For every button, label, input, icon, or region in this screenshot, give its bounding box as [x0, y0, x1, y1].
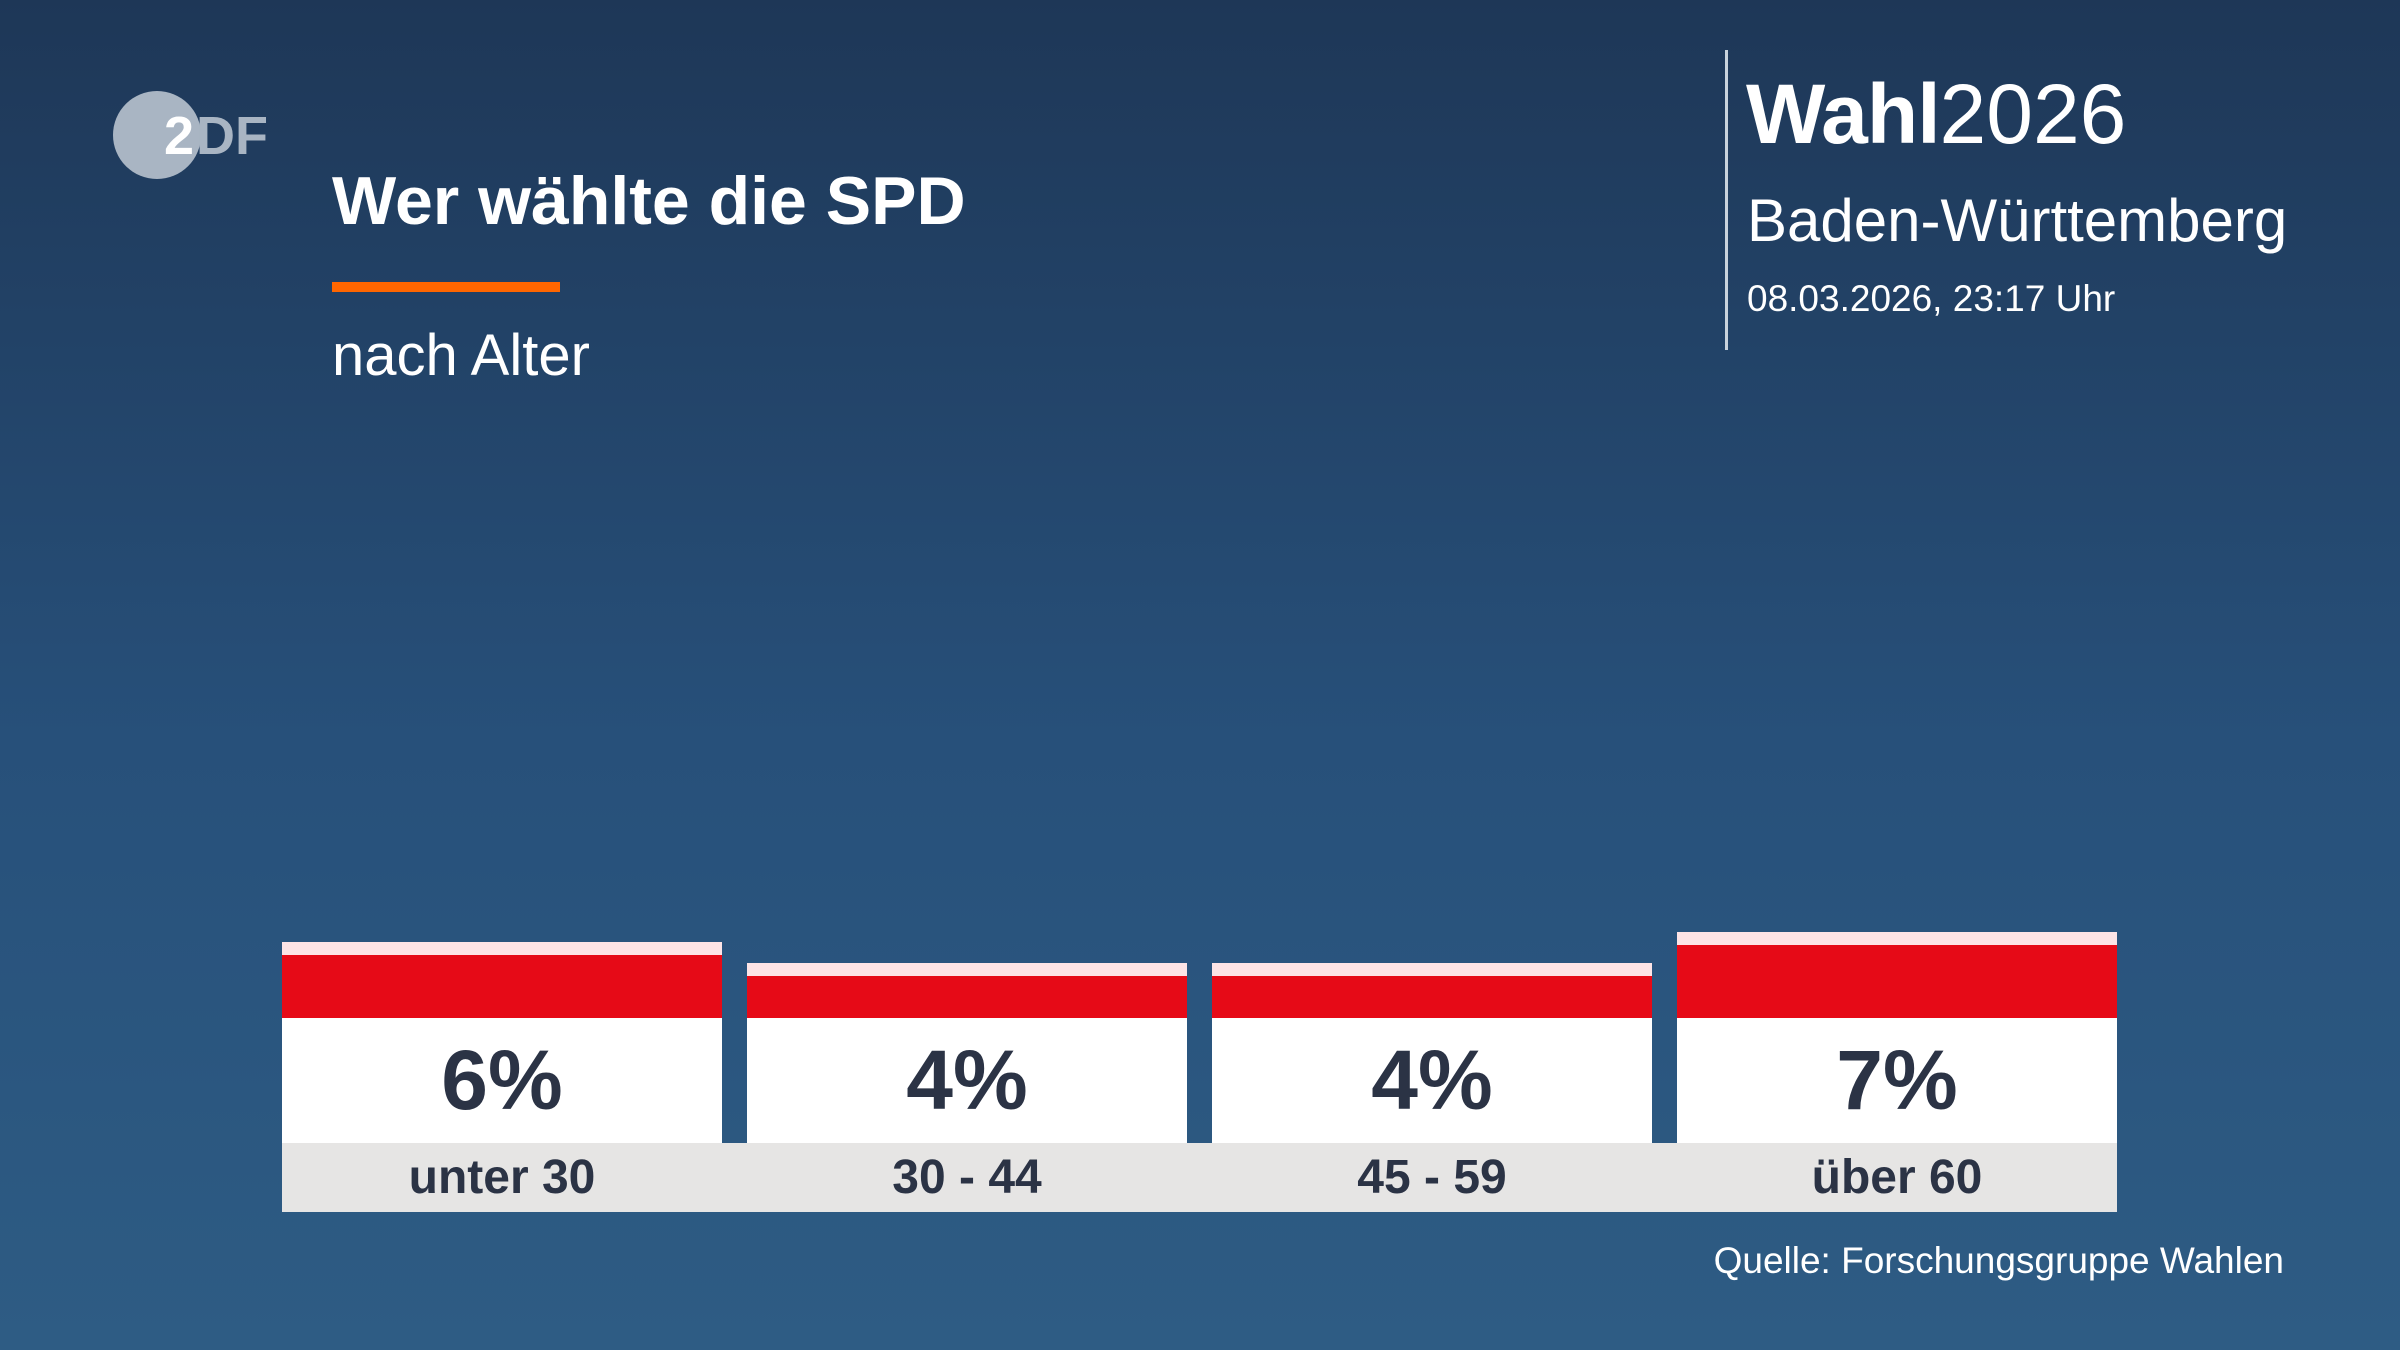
bar-fill — [747, 976, 1187, 1018]
election-brand: Wahl2026 — [1746, 72, 2126, 156]
bar-fill — [282, 955, 722, 1018]
brand-bold: Wahl — [1746, 67, 1941, 161]
bar-top-highlight — [1212, 963, 1652, 976]
header-divider — [1725, 50, 1728, 350]
svg-text:DF: DF — [196, 106, 268, 166]
svg-text:2: 2 — [164, 106, 194, 166]
brand-year: 2026 — [1939, 67, 2127, 161]
bar-value-label: 6% — [282, 1018, 722, 1143]
bar-value-label: 7% — [1677, 1018, 2117, 1143]
bar-fill — [1212, 976, 1652, 1018]
region-name: Baden-Württemberg — [1747, 187, 2288, 254]
timestamp: 08.03.2026, 23:17 Uhr — [1747, 278, 2116, 319]
bar-category-label: 45 - 59 — [1212, 1143, 1652, 1212]
bar-category-label: unter 30 — [282, 1143, 722, 1212]
bar-top-highlight — [747, 963, 1187, 976]
bar-top-highlight — [282, 942, 722, 955]
zdf-logo: 2 DF — [113, 91, 268, 179]
bar-value-label: 4% — [747, 1018, 1187, 1143]
title-accent-line — [332, 282, 560, 292]
bar-top-highlight — [1677, 931, 2117, 945]
chart-subtitle: nach Alter — [332, 323, 590, 388]
bar-value-label: 4% — [1212, 1018, 1652, 1143]
source-note: Quelle: Forschungsgruppe Wahlen — [1713, 1240, 2284, 1281]
bar-category-label: 30 - 44 — [747, 1143, 1187, 1212]
chart-title: Wer wählte die SPD — [332, 163, 966, 239]
bar-fill — [1677, 944, 2117, 1018]
bar-category-label: über 60 — [1677, 1143, 2117, 1212]
